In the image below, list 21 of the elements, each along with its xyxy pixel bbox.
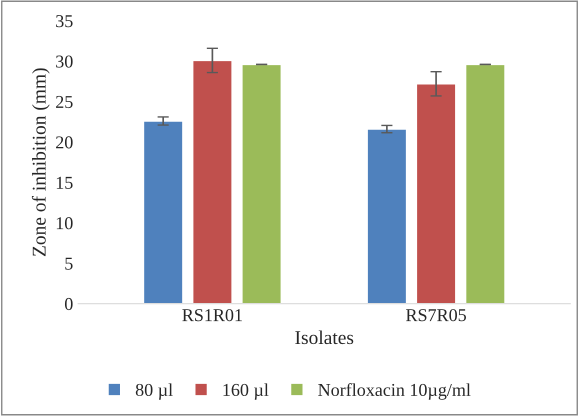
y-tick-label: 0 (64, 298, 73, 310)
legend-label: 80 µl (136, 383, 173, 400)
bar (366, 128, 408, 304)
bar (192, 60, 233, 304)
y-axis-title: Zone of inhibition (mm) (32, 68, 50, 256)
y-tick-label: 25 (56, 96, 73, 108)
y-tick-label: 30 (56, 55, 73, 68)
bar (416, 83, 456, 304)
bar (464, 64, 506, 304)
y-tick-label: 5 (65, 258, 73, 270)
y-tick-label: 15 (56, 176, 73, 189)
bar (142, 120, 184, 304)
legend-label: 160 µl (223, 383, 269, 400)
y-tick-label: 35 (56, 15, 73, 28)
y-tick-label: 20 (56, 136, 73, 148)
x-axis-title: Isolates (295, 330, 354, 344)
legend-label: Norfloxacin 10µg/ml (318, 383, 471, 400)
bar (241, 64, 282, 304)
y-tick-label: 10 (56, 217, 73, 230)
x-tick-label: RS7R05 (406, 309, 466, 322)
x-tick-label: RS1R01 (182, 309, 242, 322)
